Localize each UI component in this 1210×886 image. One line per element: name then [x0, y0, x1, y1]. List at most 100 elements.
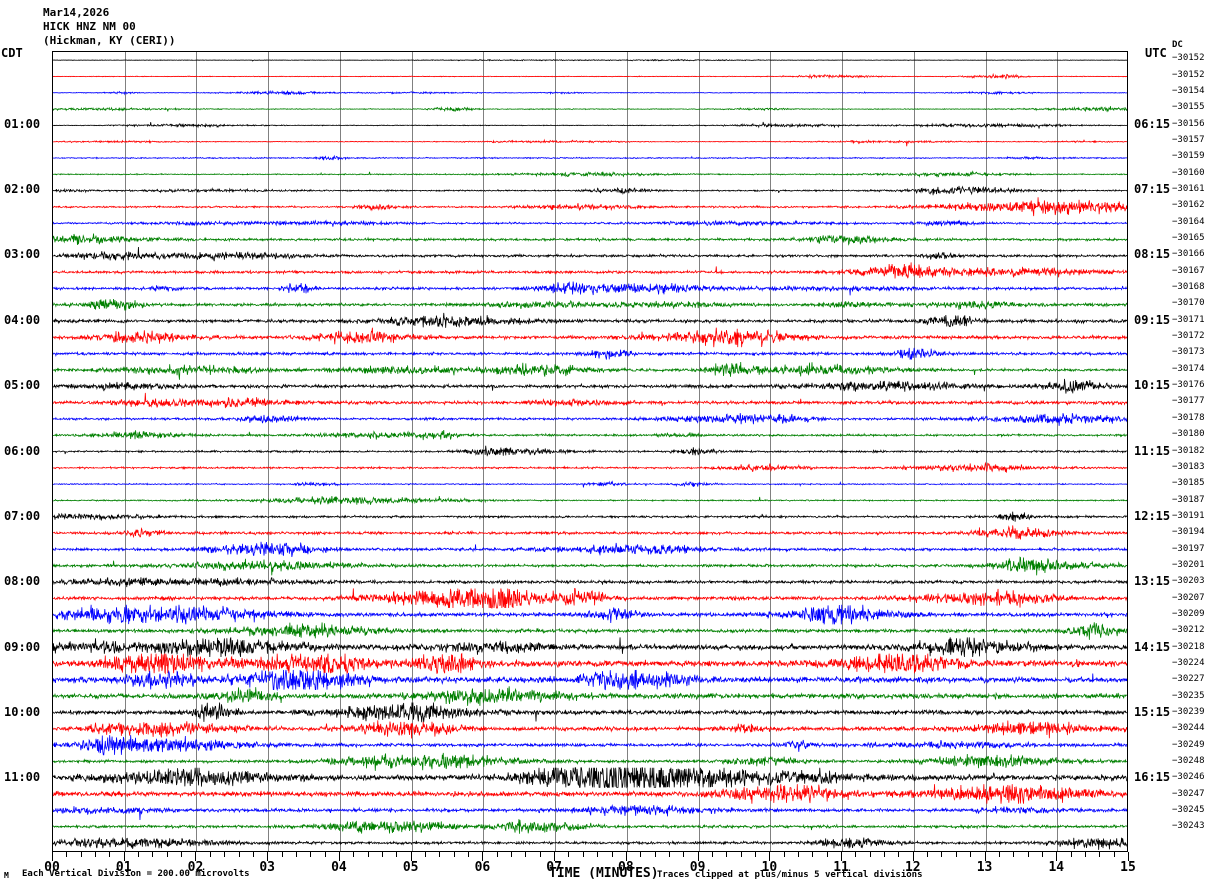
header-station: HICK HNZ NM 00	[43, 20, 136, 33]
utc-time-label-1515: 15:15	[1134, 705, 1171, 720]
x-tick-minor	[827, 852, 828, 857]
trace-row-6	[53, 154, 1127, 161]
x-tick-minor	[1042, 852, 1043, 857]
x-axis-label-06: 06	[474, 860, 491, 875]
x-tick-minor	[152, 852, 153, 857]
cdt-time-label-0800: 08:00	[4, 574, 41, 589]
trace-row-36	[53, 637, 1127, 658]
cdt-time-label-0600: 06:00	[4, 443, 41, 458]
dc-offset-value-36: −30218	[1172, 641, 1205, 652]
x-tick-major-03	[267, 852, 268, 861]
dc-offset-value-31: −30201	[1172, 559, 1205, 570]
x-tick-minor	[712, 852, 713, 857]
trace-row-10	[53, 219, 1127, 227]
dc-offset-value-6: −30159	[1172, 151, 1205, 162]
trace-row-47	[53, 819, 1127, 834]
dc-offset-value-13: −30167	[1172, 265, 1205, 276]
x-tick-minor	[396, 852, 397, 857]
dc-offset-value-30: −30197	[1172, 543, 1205, 554]
x-tick-major-13	[985, 852, 986, 861]
utc-time-label-0715: 07:15	[1134, 181, 1171, 196]
dc-offset-value-28: −30191	[1172, 510, 1205, 521]
dc-offset-value-5: −30157	[1172, 134, 1205, 145]
trace-row-2	[53, 89, 1127, 96]
x-tick-minor	[999, 852, 1000, 857]
header-location: (Hickman, KY (CERI))	[43, 34, 176, 47]
x-tick-minor	[798, 852, 799, 857]
x-axis-label-09: 09	[689, 860, 706, 875]
dc-offset-value-46: −30245	[1172, 805, 1205, 816]
dc-offset-value-21: −30177	[1172, 396, 1205, 407]
cdt-time-label-0700: 07:00	[4, 508, 41, 523]
x-tick-major-05	[411, 852, 412, 861]
x-axis-label-01: 01	[115, 860, 132, 875]
x-tick-minor	[224, 852, 225, 857]
x-tick-minor	[181, 852, 182, 857]
x-tick-minor	[741, 852, 742, 857]
trace-row-27	[53, 495, 1127, 505]
x-axis-label-07: 07	[546, 860, 562, 875]
trace-row-7	[53, 170, 1127, 178]
trace-row-0	[53, 58, 1127, 62]
trace-row-31	[53, 556, 1127, 576]
header-date: Mar14,2026	[43, 6, 110, 19]
dc-offset-value-47: −30243	[1172, 821, 1205, 832]
dc-offset-value-42: −30249	[1172, 739, 1205, 750]
x-tick-minor	[325, 852, 326, 857]
dc-offset-value-18: −30173	[1172, 347, 1205, 358]
x-tick-minor	[497, 852, 498, 857]
trace-row-20	[53, 378, 1127, 394]
dc-offset-value-4: −30156	[1172, 118, 1205, 129]
utc-time-label-1015: 10:15	[1134, 378, 1171, 393]
dc-offset-value-32: −30203	[1172, 576, 1205, 587]
x-tick-major-02	[195, 852, 196, 861]
x-tick-minor	[525, 852, 526, 857]
x-tick-minor	[956, 852, 957, 857]
scale-note: Each Vertical Division = 200.00 microvol…	[22, 869, 250, 879]
trace-row-39	[53, 686, 1127, 706]
utc-time-label-1315: 13:15	[1134, 574, 1171, 589]
trace-row-37	[53, 652, 1127, 675]
dc-offset-value-7: −30160	[1172, 167, 1205, 178]
x-tick-minor	[138, 852, 139, 857]
dc-offset-value-1: −30152	[1172, 69, 1205, 80]
x-tick-minor	[1114, 852, 1115, 857]
x-tick-major-06	[482, 852, 483, 861]
cdt-time-label-1100: 11:00	[4, 770, 41, 785]
x-tick-minor	[927, 852, 928, 857]
trace-row-30	[53, 541, 1127, 558]
dc-offset-value-16: −30171	[1172, 314, 1205, 325]
left-timezone-label: CDT	[1, 46, 23, 60]
trace-row-17	[53, 327, 1127, 348]
trace-row-40	[53, 702, 1127, 723]
dc-offset-value-38: −30227	[1172, 674, 1205, 685]
x-tick-major-11	[841, 852, 842, 861]
x-tick-minor	[454, 852, 455, 857]
utc-time-label-1415: 14:15	[1134, 639, 1171, 654]
x-tick-major-10	[769, 852, 770, 861]
trace-row-42	[53, 735, 1127, 756]
x-tick-minor	[884, 852, 885, 857]
x-axis-label-05: 05	[402, 860, 419, 875]
dc-offset-value-37: −30224	[1172, 658, 1205, 668]
dc-offset-value-3: −30155	[1172, 102, 1205, 113]
x-tick-major-14	[1056, 852, 1057, 861]
x-tick-minor	[1013, 852, 1014, 857]
x-tick-minor	[1085, 852, 1086, 857]
dc-offset-value-8: −30161	[1172, 183, 1205, 194]
cdt-time-label-0200: 02:00	[4, 181, 41, 196]
x-tick-minor	[970, 852, 971, 857]
dc-offset-value-0: −30152	[1172, 53, 1205, 64]
dc-offset-value-25: −30183	[1172, 461, 1205, 472]
cdt-time-label-0100: 01:00	[4, 116, 41, 131]
dc-offset-value-17: −30172	[1172, 331, 1205, 342]
x-tick-minor	[640, 852, 641, 857]
x-tick-minor	[812, 852, 813, 857]
x-axis-label-00: 00	[44, 860, 60, 875]
x-tick-minor	[468, 852, 469, 857]
x-tick-major-04	[339, 852, 340, 861]
x-tick-minor	[1099, 852, 1100, 857]
cdt-time-label-0500: 05:00	[4, 378, 41, 393]
x-axis-label-03: 03	[259, 860, 276, 875]
